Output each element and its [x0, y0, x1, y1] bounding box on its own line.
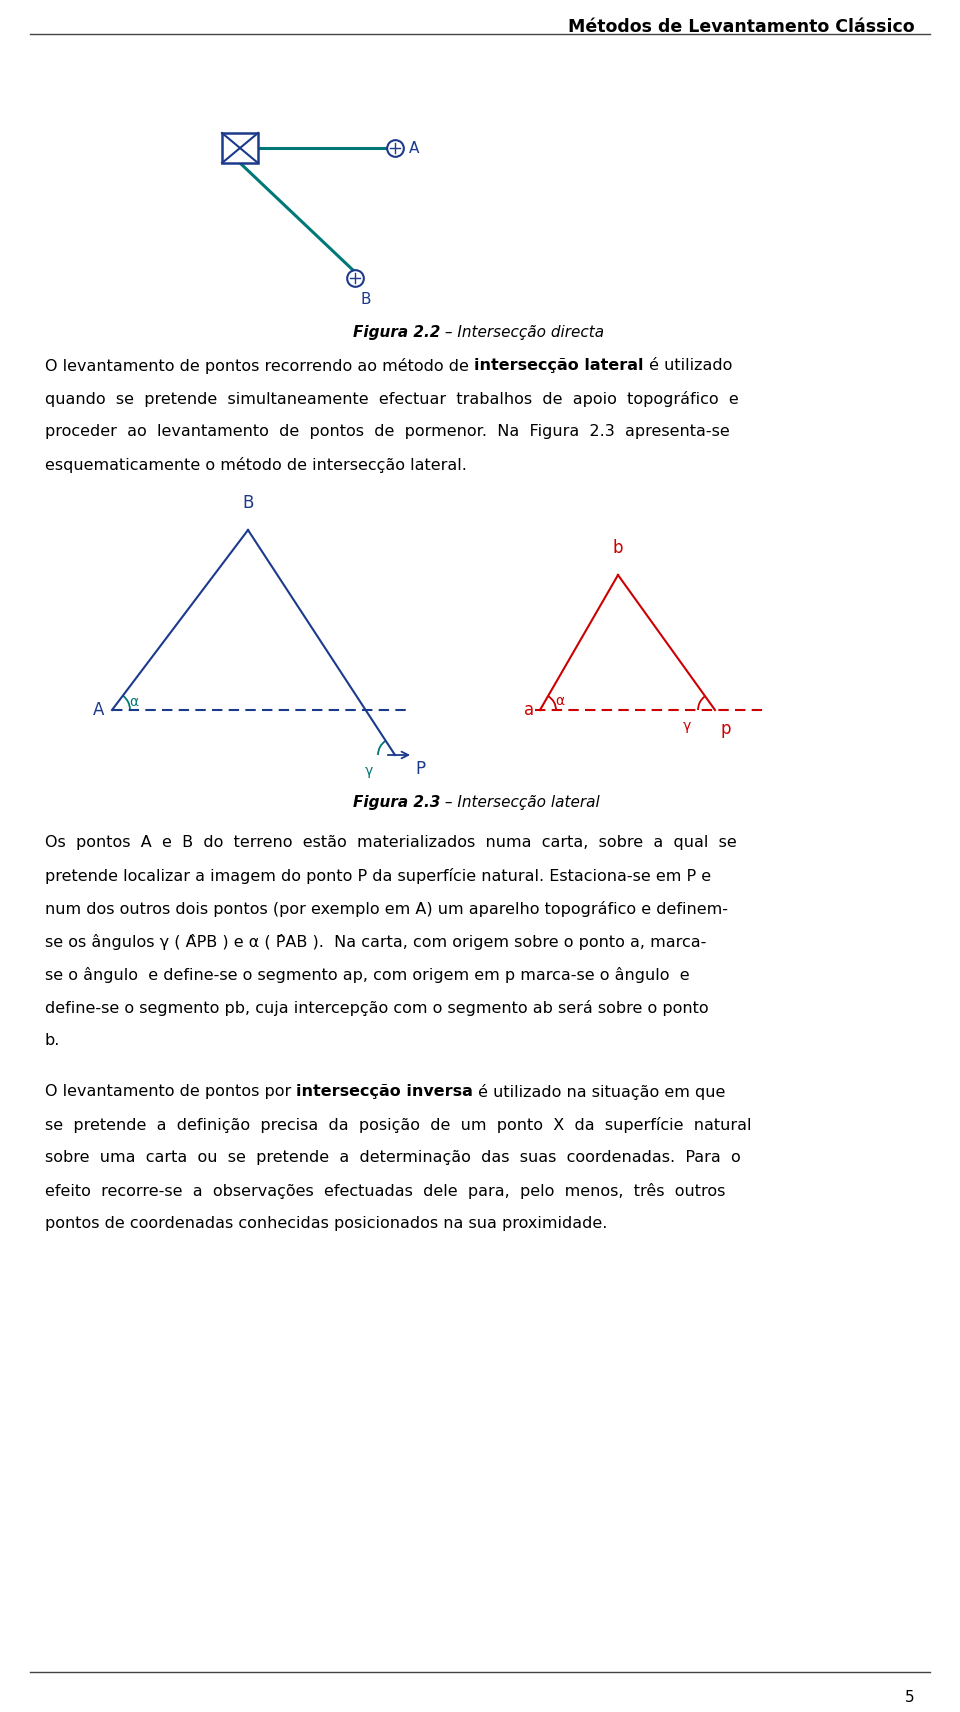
Text: P: P	[415, 760, 425, 777]
Text: a: a	[524, 700, 534, 719]
Text: p: p	[720, 721, 731, 738]
Text: A: A	[409, 140, 420, 156]
Text: b.: b.	[45, 1032, 60, 1048]
Text: Métodos de Levantamento Clássico: Métodos de Levantamento Clássico	[568, 19, 915, 36]
Text: Os  pontos  A  e  B  do  terreno  estão  materializados  numa  carta,  sobre  a : Os pontos A e B do terreno estão materia…	[45, 835, 736, 849]
Text: define-se o segmento pb, cuja intercepção com o segmento ab será sobre o ponto: define-se o segmento pb, cuja intercepçã…	[45, 1000, 708, 1015]
Text: – Intersecção directa: – Intersecção directa	[440, 325, 604, 341]
Text: pontos de coordenadas conhecidas posicionados na sua proximidade.: pontos de coordenadas conhecidas posicio…	[45, 1216, 608, 1231]
Text: se o ângulo  e define-se o segmento ap, com origem em p marca-se o ângulo  e: se o ângulo e define-se o segmento ap, c…	[45, 967, 689, 983]
Text: é utilizado: é utilizado	[643, 358, 732, 373]
Text: b: b	[612, 539, 623, 556]
Bar	[222, 134, 258, 163]
Text: quando  se  pretende  simultaneamente  efectuar  trabalhos  de  apoio  topográfi: quando se pretende simultaneamente efect…	[45, 390, 739, 407]
Text: esquematicamente o método de intersecção lateral.: esquematicamente o método de intersecção…	[45, 457, 467, 473]
Text: se os ângulos γ ( ÂPB ) e α ( P̂AB ).  Na carta, com origem sobre o ponto a, ma: se os ângulos γ ( ÂPB ) e α ( P̂AB ). N…	[45, 935, 707, 950]
Text: efeito  recorre-se  a  observações  efectuadas  dele  para,  pelo  menos,  três : efeito recorre-se a observações efectuad…	[45, 1183, 726, 1198]
Text: α: α	[130, 695, 138, 709]
Text: se  pretende  a  definição  precisa  da  posição  de  um  ponto  X  da  superfíc: se pretende a definição precisa da posiç…	[45, 1116, 752, 1133]
Text: A: A	[92, 700, 104, 719]
Text: pretende localizar a imagem do ponto P da superfície natural. Estaciona-se em P : pretende localizar a imagem do ponto P d…	[45, 868, 711, 883]
Text: O levantamento de pontos recorrendo ao método de: O levantamento de pontos recorrendo ao m…	[45, 358, 474, 373]
Text: B: B	[360, 293, 371, 306]
Text: Figura 2.3: Figura 2.3	[352, 794, 440, 810]
Text: γ: γ	[365, 764, 373, 777]
Text: é utilizado na situação em que: é utilizado na situação em que	[473, 1084, 726, 1101]
Text: 5: 5	[905, 1690, 915, 1705]
Text: Figura 2.2: Figura 2.2	[352, 325, 440, 341]
Text: O levantamento de pontos por: O levantamento de pontos por	[45, 1084, 297, 1099]
Text: num dos outros dois pontos (por exemplo em A) um aparelho topográfico e definem-: num dos outros dois pontos (por exemplo …	[45, 901, 728, 918]
Text: γ: γ	[683, 719, 691, 733]
Text: sobre  uma  carta  ou  se  pretende  a  determinação  das  suas  coordenadas.  P: sobre uma carta ou se pretende a determi…	[45, 1150, 741, 1164]
Text: intersecção inversa: intersecção inversa	[297, 1084, 473, 1099]
Text: intersecção lateral: intersecção lateral	[474, 358, 643, 373]
Text: proceder  ao  levantamento  de  pontos  de  pormenor.  Na  Figura  2.3  apresent: proceder ao levantamento de pontos de po…	[45, 425, 730, 438]
Text: α: α	[556, 693, 564, 709]
Text: – Intersecção lateral: – Intersecção lateral	[440, 794, 600, 810]
Text: B: B	[242, 495, 253, 512]
